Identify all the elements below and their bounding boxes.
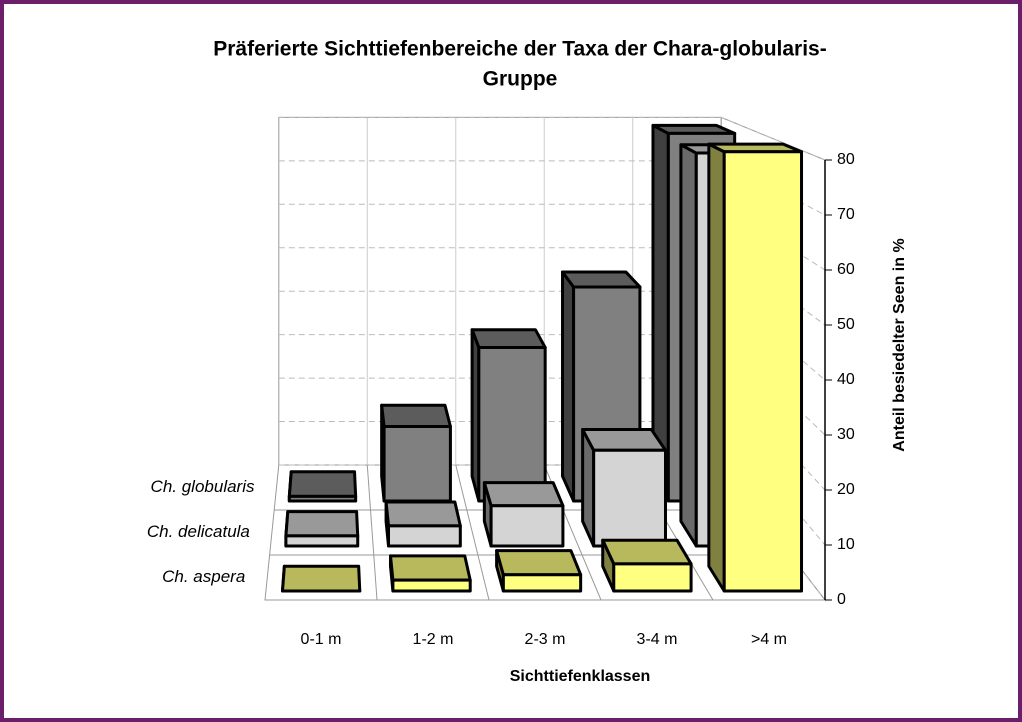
bar [707,142,804,593]
bar [470,328,547,503]
y-tick-label: 70 [837,206,855,223]
bar-front [382,425,452,503]
y-tick-label: 40 [837,371,855,388]
legend-label: Ch. globularis [151,477,255,496]
bar-front [387,524,462,548]
bar [384,500,462,548]
bar [482,481,565,548]
legend-label: Ch. aspera [162,567,245,586]
bar [581,428,667,548]
bar-top [470,328,547,349]
bar-top [284,510,360,538]
chart-title: Gruppe [483,68,558,91]
grid-line [278,116,826,161]
bar [495,549,583,593]
y-tick-label: 0 [837,591,846,608]
x-tick-label: 3-4 m [637,631,678,648]
legend-label: Ch. delicatula [147,522,250,541]
bar-top [280,564,362,593]
bar-front [612,562,693,593]
bar [284,510,360,548]
bar-top [495,549,583,577]
bar-top [388,554,472,582]
y-tick-label: 60 [837,261,855,278]
bar-front [592,448,667,548]
bar [601,538,693,593]
bar-front [287,494,358,503]
y-tick-label: 10 [837,536,855,553]
y-tick-label: 50 [837,316,855,333]
bar-top [482,481,565,508]
x-tick-label: 2-3 m [525,631,566,648]
bar-front [722,150,804,593]
bar [280,564,362,593]
bar-front [489,504,565,548]
bar [287,470,358,503]
bar-front [501,573,583,593]
floor-divider [366,464,378,601]
bar-top [581,428,667,452]
bar-top [287,470,358,498]
bar [380,403,452,503]
y-tick-label: 20 [837,481,855,498]
y-axis-label: Anteil besiedelter Seen in % [891,238,908,451]
x-axis-label: Sichttiefenklassen [510,668,651,685]
bar-front [391,578,472,593]
chart-title: Präferierte Sichttiefenbereiche der Taxa… [213,38,826,61]
bar-top [380,403,452,429]
bar-top [601,538,693,566]
x-tick-label: >4 m [751,631,787,648]
floor-divider [455,464,490,601]
bar-front [477,345,547,503]
y-tick-label: 30 [837,426,855,443]
bar-top [561,270,642,289]
x-tick-label: 0-1 m [301,631,342,648]
x-tick-label: 1-2 m [413,631,454,648]
bar-side [679,143,698,548]
bar-side [561,270,576,503]
bar-side [707,142,726,593]
bar-top [384,500,462,528]
y-tick-label: 80 [837,151,855,168]
bar [388,554,472,593]
bar-front [284,534,360,548]
